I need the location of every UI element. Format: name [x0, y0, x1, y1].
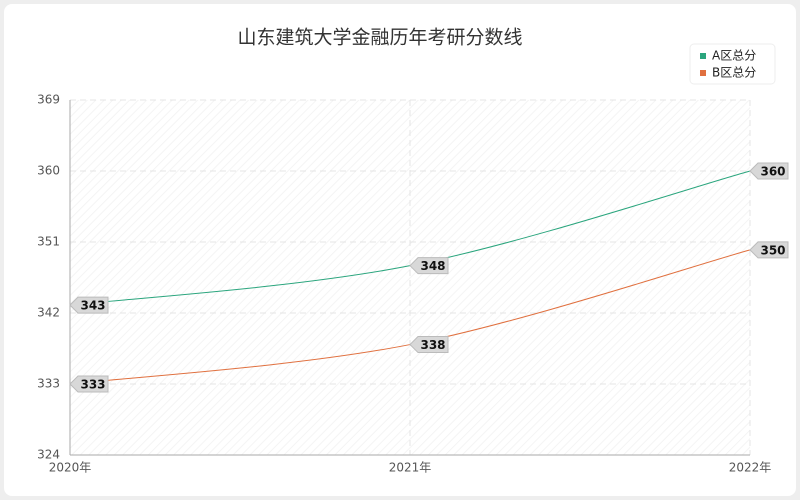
y-tick-label: 333 — [37, 377, 60, 391]
legend-swatch — [700, 53, 706, 59]
data-label-bg — [749, 241, 789, 259]
data-label: 360 — [760, 165, 785, 179]
data-label: 338 — [420, 338, 445, 352]
legend: A区总分 B区总分 — [689, 43, 776, 85]
y-tick-label: 369 — [37, 93, 60, 107]
chart-title: 山东建筑大学金融历年考研分数线 — [237, 27, 522, 49]
x-tick-label: 2021年 — [389, 461, 432, 475]
x-tick-label: 2020年 — [49, 461, 92, 475]
data-label-bg — [69, 375, 109, 393]
y-tick-label: 342 — [37, 306, 60, 320]
y-tick-label: 351 — [37, 235, 60, 249]
y-tick-label: 324 — [37, 448, 60, 462]
x-tick-label: 2022年 — [729, 461, 772, 475]
data-label: 348 — [420, 259, 445, 273]
y-tick-label: 360 — [37, 164, 60, 178]
data-label: 350 — [760, 243, 785, 257]
legend-swatch — [700, 70, 706, 76]
legend-label: A区总分 — [712, 49, 756, 63]
legend-box — [689, 43, 776, 85]
data-label-bg — [409, 257, 449, 275]
data-label: 333 — [80, 378, 105, 392]
data-label-bg — [69, 296, 109, 314]
data-label: 343 — [80, 299, 105, 313]
data-label-bg — [409, 336, 449, 354]
data-label-bg — [749, 162, 789, 180]
legend-label: B区总分 — [712, 66, 756, 80]
